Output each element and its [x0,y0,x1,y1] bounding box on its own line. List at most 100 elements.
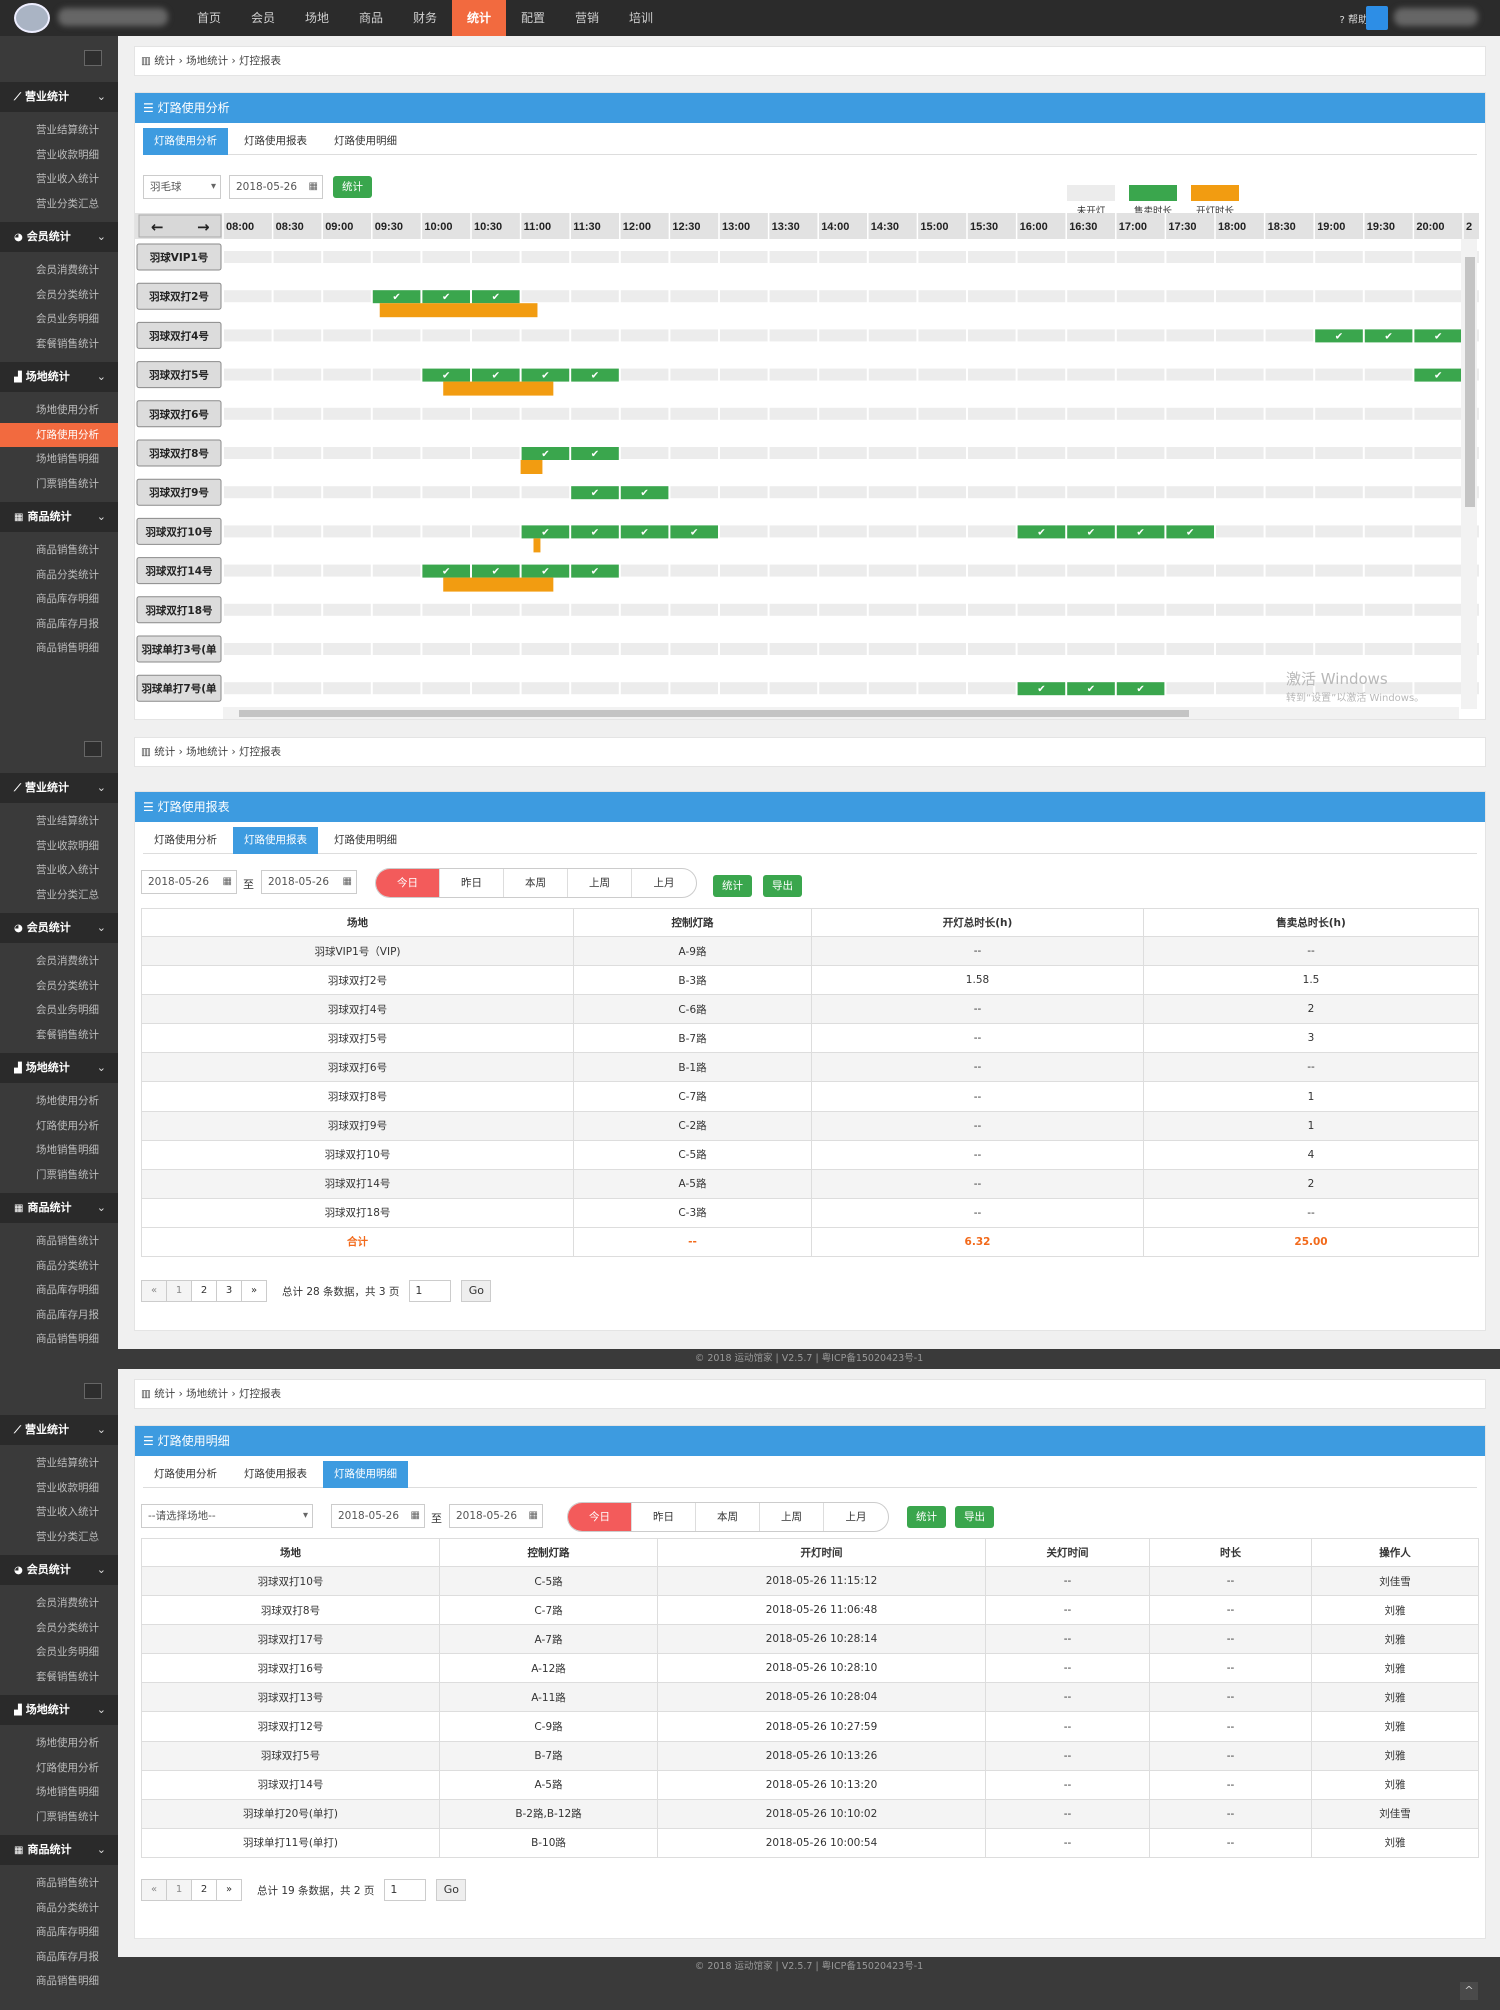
sidebar-toggle[interactable] [0,1369,118,1415]
nav-statistics[interactable]: 统计 [452,0,506,36]
sidebar-item[interactable]: 场地使用分析 [36,404,99,416]
range-last-month[interactable]: 上月 [653,877,675,889]
app-logo[interactable] [14,3,50,33]
tab-report[interactable]: 灯路使用报表 [244,1468,307,1480]
tab-detail[interactable]: 灯路使用明细 [334,135,397,147]
pager-next[interactable]: » [241,1280,267,1302]
date-input[interactable]: 2018-05-26 ▦ [229,175,323,199]
sidebar-item[interactable]: 营业收入统计 [36,1506,99,1518]
sidebar-item[interactable]: 商品分类统计 [36,1901,99,1914]
court-button[interactable] [136,439,222,467]
sidebar-item[interactable]: 营业分类汇总 [36,1530,99,1543]
crumb-root[interactable]: 统计 [154,746,176,758]
export-button[interactable]: 导出 [955,1506,994,1528]
pager-page-input[interactable]: 1 [384,1879,427,1901]
export-button[interactable]: 导出 [763,875,802,897]
date-to-input[interactable]: 2018-05-26 ▦ [261,870,357,894]
pager-page[interactable]: 1 [166,1280,192,1302]
nav-member[interactable]: 会员 [250,11,275,25]
sidebar-item[interactable]: 灯路使用分析 [36,1761,99,1774]
date-from-input[interactable]: 2018-05-26 ▦ [141,870,237,894]
crumb-mid[interactable]: 场地统计 [186,746,229,758]
sidebar-item[interactable]: 门票销售统计 [36,1810,99,1823]
court-button[interactable] [136,635,222,663]
arrow-left-icon[interactable]: ← [151,218,164,236]
range-last-week[interactable]: 上周 [760,1503,824,1531]
sidebar-item[interactable]: 门票销售统计 [36,477,99,490]
tab-analysis[interactable]: 灯路使用分析 [154,1468,217,1480]
time-nav[interactable] [138,214,222,238]
court-button[interactable] [136,243,222,271]
sidebar-item[interactable]: 商品分类统计 [36,568,99,581]
sidebar-item[interactable]: 会员业务明细 [36,313,99,325]
court-button[interactable] [136,321,222,349]
court-button[interactable] [136,400,222,428]
court-button[interactable] [136,596,222,624]
court-button[interactable] [136,361,222,389]
tab-detail[interactable]: 灯路使用明细 [323,1461,408,1488]
sidebar-item[interactable]: 商品库存月报 [36,1308,99,1321]
sidebar-item[interactable]: 会员消费统计 [36,264,99,276]
sidebar-item[interactable]: 商品库存月报 [36,1950,99,1963]
crumb-mid[interactable]: 场地统计 [186,1388,229,1400]
sidebar-item[interactable]: 商品销售统计 [36,1877,99,1889]
sidebar-group-venue[interactable]: ▟ 场地统计 ⌄ [0,1053,118,1083]
sidebar-item[interactable]: 场地销售明细 [36,1786,99,1798]
sidebar-group-member[interactable]: ◕ 会员统计 ⌄ [0,913,118,943]
stat-button[interactable]: 统计 [333,176,372,198]
arrow-right-icon[interactable]: → [197,218,210,236]
pager-next[interactable]: » [216,1879,242,1901]
sidebar-group-goods[interactable]: ▦ 商品统计 ⌄ [0,1193,118,1223]
sidebar-item[interactable]: 商品销售明细 [36,1975,99,1987]
sidebar-item[interactable]: 场地销售明细 [36,1144,99,1156]
sidebar-group-business[interactable]: ⟋ 营业统计 ⌄ [0,82,118,112]
sidebar-item[interactable]: 商品库存明细 [36,1926,99,1938]
sidebar-item[interactable]: 商品库存明细 [36,1284,99,1296]
sidebar-item[interactable]: 商品销售明细 [36,1333,99,1345]
nav-home[interactable]: 首页 [196,11,221,25]
crumb-mid[interactable]: 场地统计 [186,55,229,67]
sidebar-item[interactable]: 营业结算统计 [36,124,99,136]
back-to-top-icon[interactable]: ^ [1460,1982,1478,2000]
horizontal-scroll-thumb[interactable] [239,710,1189,717]
pager-prev[interactable]: « [141,1879,167,1901]
sidebar-item[interactable]: 套餐销售统计 [36,1670,99,1683]
sidebar-item[interactable]: 商品销售统计 [36,544,99,556]
court-button[interactable] [136,517,222,545]
sidebar-item[interactable]: 营业收款明细 [36,839,99,852]
sidebar-item[interactable]: 营业分类汇总 [36,888,99,901]
court-button[interactable] [136,674,222,702]
court-button[interactable] [136,478,222,506]
range-last-week[interactable]: 上周 [568,869,632,897]
help-link[interactable]: ? 帮助 [1340,11,1369,26]
range-today[interactable]: 今日 [376,869,440,897]
date-to-input[interactable]: 2018-05-26 ▦ [449,1504,543,1528]
sidebar-item[interactable]: 营业结算统计 [36,815,99,827]
sidebar-item[interactable]: 商品分类统计 [36,1259,99,1272]
court-button[interactable] [136,557,222,585]
pager-page[interactable]: 1 [166,1879,192,1901]
stat-button[interactable]: 统计 [907,1506,946,1528]
sidebar-item[interactable]: 营业分类汇总 [36,197,99,210]
tab-analysis[interactable]: 灯路使用分析 [154,834,217,846]
sidebar-group-member[interactable]: ◕ 会员统计 ⌄ [0,222,118,252]
pager-go-button[interactable]: Go [461,1280,492,1302]
nav-finance[interactable]: 财务 [412,11,437,25]
crumb-root[interactable]: 统计 [154,55,176,67]
sidebar-item[interactable]: 商品库存明细 [36,593,99,605]
pager-go-button[interactable]: Go [436,1879,467,1901]
sidebar-item[interactable]: 套餐销售统计 [36,1028,99,1041]
court-button[interactable] [136,282,222,310]
date-from-input[interactable]: 2018-05-26 ▦ [331,1504,425,1528]
sidebar-group-business[interactable]: ⟋ 营业统计 ⌄ [0,773,118,803]
tab-report[interactable]: 灯路使用报表 [233,827,318,854]
nav-config[interactable]: 配置 [520,11,545,25]
range-today[interactable]: 今日 [568,1503,632,1531]
crumb-root[interactable]: 统计 [154,1388,176,1400]
sidebar-item[interactable]: 会员分类统计 [36,979,99,992]
sidebar-group-member[interactable]: ◕ 会员统计 ⌄ [0,1555,118,1585]
sport-select[interactable]: 羽毛球 ▾ [143,175,221,199]
sidebar-item[interactable]: 场地使用分析 [36,1095,99,1107]
sidebar-group-goods[interactable]: ▦ 商品统计 ⌄ [0,1835,118,1865]
sidebar-group-goods[interactable]: ▦ 商品统计 ⌄ [0,502,118,532]
